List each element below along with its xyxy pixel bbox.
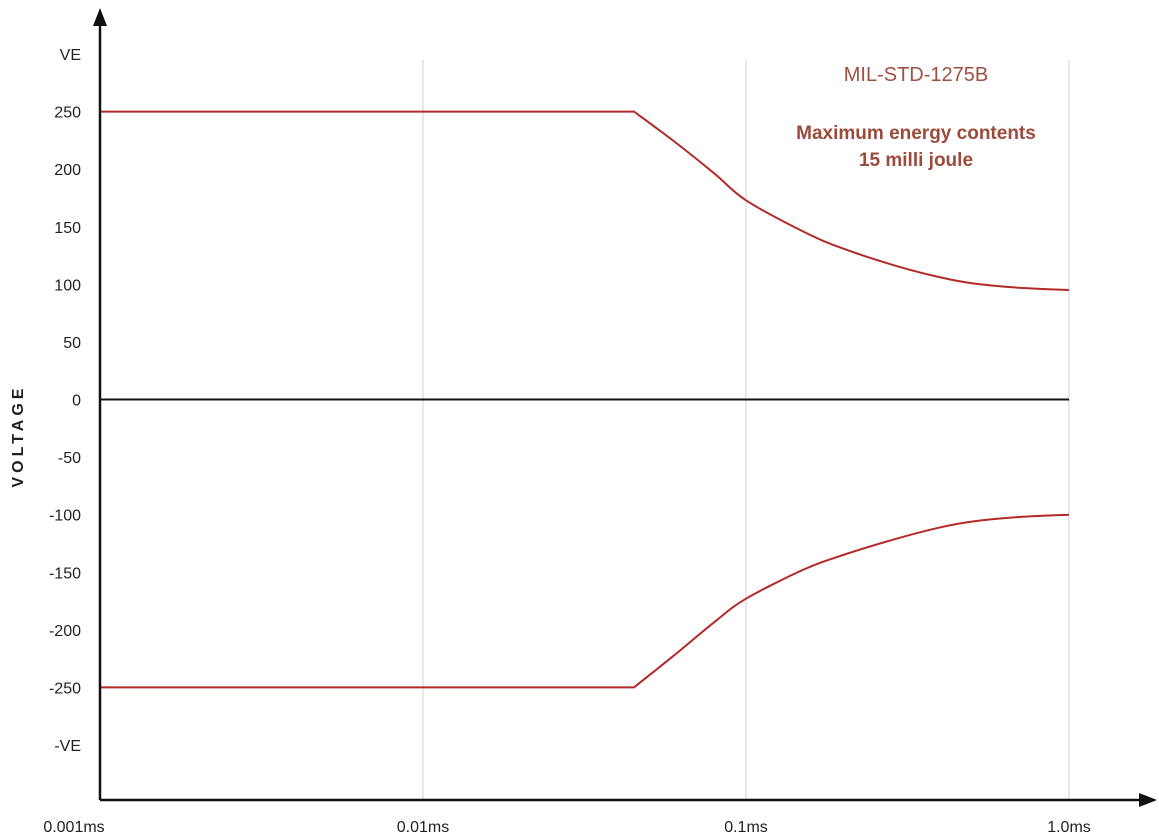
y-tick-label-3: 150 bbox=[54, 220, 81, 237]
y-tick-label-9: -150 bbox=[49, 565, 81, 582]
x-tick-label-0: 0.001ms bbox=[43, 819, 104, 836]
y-tick-label-0: VE bbox=[60, 47, 81, 64]
energy-note-line2: 15 milli joule bbox=[859, 150, 973, 171]
positive-limit-line bbox=[100, 110, 1070, 292]
y-tick-label-7: -50 bbox=[58, 450, 81, 467]
negative-limit-line bbox=[100, 513, 1070, 689]
y-tick-label-4: 100 bbox=[54, 277, 81, 294]
x-tick-label-3: 1.0ms bbox=[1047, 819, 1091, 836]
y-tick-label-12: -VE bbox=[54, 738, 81, 755]
y-tick-label-11: -250 bbox=[49, 680, 81, 697]
y-axis-title: VOLTAGE bbox=[10, 385, 27, 488]
y-tick-label-2: 200 bbox=[54, 162, 81, 179]
x-tick-label-2: 0.1ms bbox=[724, 819, 768, 836]
x-tick-label-1: 0.01ms bbox=[397, 819, 449, 836]
vertical-gridlines bbox=[422, 60, 1070, 800]
axes bbox=[93, 8, 1157, 807]
x-tick-labels: 0.001ms 0.01ms 0.1ms 1.0ms bbox=[43, 819, 1090, 836]
series-lines bbox=[100, 110, 1070, 689]
y-tick-label-10: -200 bbox=[49, 623, 81, 640]
y-tick-label-1: 250 bbox=[54, 105, 81, 122]
x-axis-arrow-icon bbox=[1139, 793, 1157, 807]
y-tick-label-8: -100 bbox=[49, 508, 81, 525]
y-tick-labels: VE 250 200 150 100 50 0 -50 -100 -150 -200 -250 -VE bbox=[49, 47, 81, 755]
y-tick-label-5: 50 bbox=[63, 335, 81, 352]
energy-note-line1: Maximum energy contents bbox=[796, 123, 1036, 144]
y-axis-arrow-icon bbox=[93, 8, 107, 26]
y-tick-label-6: 0 bbox=[72, 393, 81, 410]
standard-label: MIL-STD-1275B bbox=[844, 64, 989, 86]
